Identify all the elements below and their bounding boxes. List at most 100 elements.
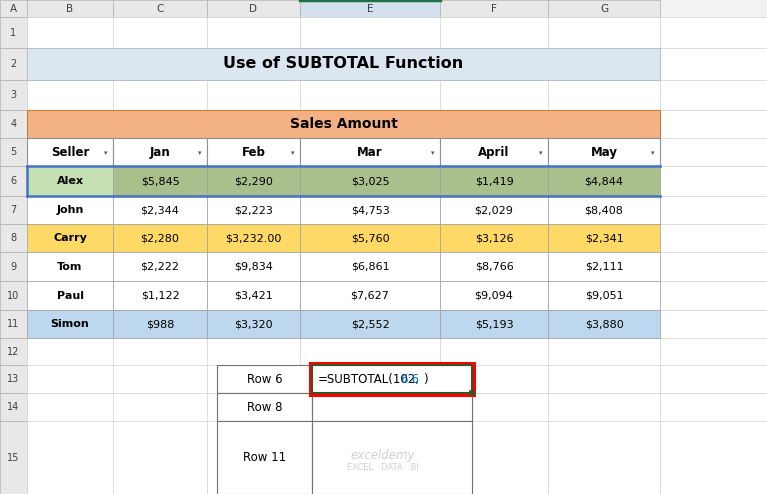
Text: ▾: ▾ xyxy=(651,150,655,156)
Bar xyxy=(207,310,300,338)
Text: $3,880: $3,880 xyxy=(584,319,624,329)
Bar xyxy=(207,80,300,110)
Text: $2,029: $2,029 xyxy=(475,205,513,215)
Bar xyxy=(0,17,27,48)
Bar xyxy=(660,48,767,80)
Bar xyxy=(300,166,440,196)
Bar xyxy=(440,138,548,166)
Bar xyxy=(0,110,27,138)
Text: $1,122: $1,122 xyxy=(140,290,179,300)
Bar xyxy=(548,281,660,310)
Bar xyxy=(207,224,300,252)
Text: ): ) xyxy=(423,372,428,385)
Bar xyxy=(548,338,660,365)
Text: Seller: Seller xyxy=(51,146,89,159)
Bar xyxy=(207,196,300,224)
Bar xyxy=(27,224,113,252)
Bar xyxy=(0,166,27,196)
Bar xyxy=(113,281,207,310)
Text: $2,552: $2,552 xyxy=(351,319,390,329)
Bar xyxy=(207,138,300,166)
Bar xyxy=(113,138,207,166)
Bar xyxy=(300,281,440,310)
Bar xyxy=(113,80,207,110)
Bar xyxy=(440,310,548,338)
Text: $7,627: $7,627 xyxy=(351,290,390,300)
Bar xyxy=(440,138,548,166)
Bar xyxy=(469,390,474,395)
Bar xyxy=(548,196,660,224)
Bar xyxy=(0,365,27,393)
Bar xyxy=(440,281,548,310)
Bar xyxy=(27,252,113,281)
Bar xyxy=(207,138,300,166)
Bar xyxy=(207,166,300,196)
Bar xyxy=(548,421,660,494)
Bar xyxy=(660,224,767,252)
Bar xyxy=(113,252,207,281)
Bar xyxy=(548,252,660,281)
Bar xyxy=(548,166,660,196)
Bar xyxy=(440,281,548,310)
Text: Row 11: Row 11 xyxy=(243,451,286,464)
Bar xyxy=(440,224,548,252)
Bar xyxy=(440,365,548,393)
Text: C: C xyxy=(156,3,163,13)
Bar xyxy=(207,338,300,365)
Text: Jan: Jan xyxy=(150,146,170,159)
Text: 2: 2 xyxy=(11,59,17,69)
Text: $3,232.00: $3,232.00 xyxy=(225,233,281,243)
Bar xyxy=(0,196,27,224)
Text: $2,111: $2,111 xyxy=(584,261,624,272)
Bar xyxy=(113,17,207,48)
Bar xyxy=(300,252,440,281)
Bar xyxy=(27,310,113,338)
Bar xyxy=(113,310,207,338)
Bar xyxy=(300,393,440,421)
Bar xyxy=(300,365,440,393)
Text: ▾: ▾ xyxy=(291,150,295,156)
Text: 10: 10 xyxy=(8,290,20,300)
Bar xyxy=(0,0,27,17)
Text: 6: 6 xyxy=(11,176,17,186)
Bar xyxy=(27,166,113,196)
Text: 7: 7 xyxy=(11,205,17,215)
Text: Tom: Tom xyxy=(58,261,83,272)
Bar xyxy=(660,393,767,421)
Bar xyxy=(27,421,113,494)
Text: 14: 14 xyxy=(8,402,20,412)
Text: EXCEL · DATA · BI: EXCEL · DATA · BI xyxy=(347,462,419,471)
Bar xyxy=(113,166,207,196)
Bar xyxy=(0,393,27,421)
Text: 3: 3 xyxy=(11,90,17,100)
Text: $8,408: $8,408 xyxy=(584,205,624,215)
Text: 5: 5 xyxy=(11,147,17,157)
Text: April: April xyxy=(479,146,510,159)
Bar xyxy=(440,421,548,494)
Bar xyxy=(27,110,660,138)
Bar xyxy=(207,110,300,138)
Bar xyxy=(207,196,300,224)
Bar xyxy=(548,80,660,110)
Text: $3,421: $3,421 xyxy=(234,290,273,300)
Bar xyxy=(0,252,27,281)
Text: 13: 13 xyxy=(8,374,20,384)
Text: Carry: Carry xyxy=(53,233,87,243)
Bar xyxy=(207,252,300,281)
Bar xyxy=(548,138,660,166)
Text: 11: 11 xyxy=(8,319,20,329)
Bar xyxy=(27,138,113,166)
Text: $9,834: $9,834 xyxy=(234,261,273,272)
Text: D: D xyxy=(249,3,258,13)
Bar xyxy=(113,110,207,138)
Bar xyxy=(113,196,207,224)
Bar xyxy=(113,224,207,252)
Text: 12: 12 xyxy=(8,346,20,357)
Text: Alex: Alex xyxy=(57,176,84,186)
Bar xyxy=(660,310,767,338)
Text: Mar: Mar xyxy=(357,146,383,159)
Bar xyxy=(300,166,440,196)
Bar xyxy=(113,393,207,421)
Bar xyxy=(27,281,113,310)
Bar xyxy=(440,252,548,281)
